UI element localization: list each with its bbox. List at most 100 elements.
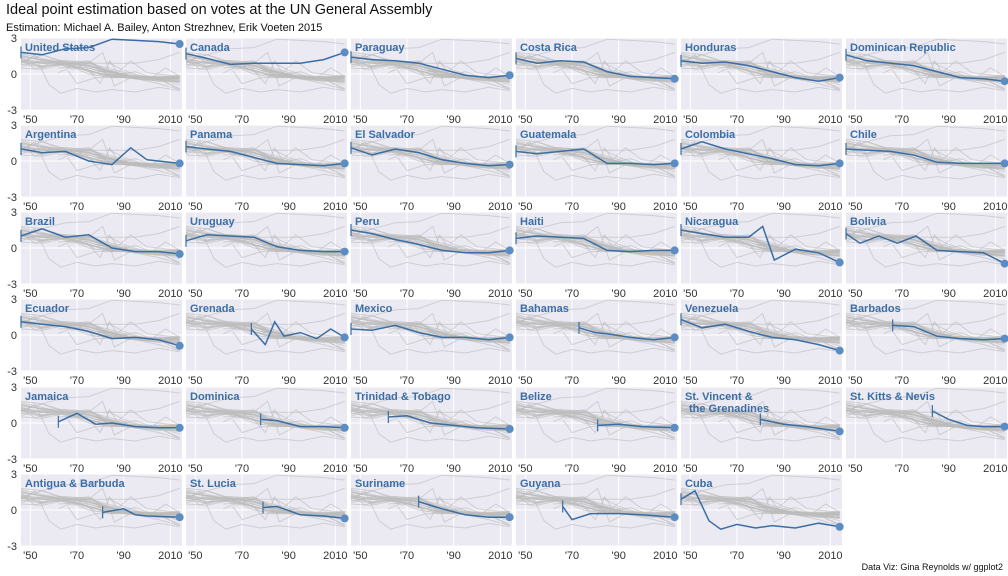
background-series-line bbox=[913, 65, 1005, 82]
x-tick-label: '50 bbox=[353, 463, 367, 475]
highlight-series-line bbox=[102, 508, 180, 518]
background-series-line bbox=[85, 408, 180, 434]
background-series-line bbox=[515, 38, 675, 56]
background-series-line bbox=[232, 419, 345, 434]
x-tick-label: '90 bbox=[446, 114, 460, 126]
background-series-line bbox=[415, 146, 510, 172]
facet-panel: Panama '50 '70 '90 2010 bbox=[185, 124, 349, 213]
facet-label: St. Vincent & the Grenadines bbox=[685, 391, 769, 415]
x-tick-label: '50 bbox=[848, 201, 862, 213]
background-series-line bbox=[185, 38, 345, 56]
x-tick-label: '50 bbox=[518, 201, 532, 213]
background-series-line bbox=[350, 490, 510, 530]
background-series-line bbox=[748, 501, 840, 518]
x-tick-label: 2010 bbox=[158, 201, 182, 213]
background-series-line bbox=[515, 299, 675, 317]
background-series-line bbox=[680, 387, 840, 405]
x-tick-label: '90 bbox=[611, 288, 625, 300]
background-series-line bbox=[20, 57, 180, 91]
background-series-line bbox=[745, 320, 840, 346]
background-series-line bbox=[680, 474, 840, 492]
facet-label: Barbados bbox=[850, 303, 901, 315]
x-tick-label: '90 bbox=[776, 201, 790, 213]
background-series-line bbox=[583, 152, 675, 169]
facet-panel: Mexico '50 '70 '90 2010 bbox=[350, 298, 514, 387]
background-series-line bbox=[350, 125, 510, 143]
background-series-line bbox=[397, 157, 510, 172]
x-tick-label: '70 bbox=[70, 463, 84, 475]
facet-panel: Uruguay '50 '70 '90 2010 bbox=[185, 211, 349, 300]
facet-label: Panama bbox=[190, 129, 233, 141]
background-series-line bbox=[515, 228, 675, 268]
series-end-point bbox=[1000, 259, 1008, 268]
highlight-series-line bbox=[350, 56, 510, 79]
background-series-line bbox=[67, 506, 180, 521]
series-end-point bbox=[835, 258, 844, 267]
x-tick-label: '90 bbox=[776, 114, 790, 126]
x-tick-label: '70 bbox=[235, 375, 249, 387]
x-tick-label: '50 bbox=[353, 201, 367, 213]
x-tick-label: 2010 bbox=[323, 463, 347, 475]
background-series-line bbox=[418, 326, 510, 343]
background-series-line bbox=[515, 474, 675, 492]
background-series-line bbox=[680, 231, 840, 265]
series-end-point bbox=[340, 48, 349, 57]
background-series-line bbox=[418, 414, 510, 431]
facet-label: Cuba bbox=[685, 478, 713, 490]
x-tick-label: '70 bbox=[565, 550, 579, 562]
highlight-series-line bbox=[250, 320, 346, 346]
background-series-line bbox=[515, 231, 675, 265]
x-tick-label: '50 bbox=[23, 375, 37, 387]
facet-panel: Belize '50 '70 '90 2010 bbox=[515, 386, 679, 475]
background-series-line bbox=[515, 403, 675, 443]
background-series-line bbox=[397, 331, 510, 346]
series-end-point bbox=[1000, 422, 1008, 431]
background-series-line bbox=[845, 387, 1005, 405]
background-series-line bbox=[845, 315, 1005, 355]
x-tick-label: '70 bbox=[730, 550, 744, 562]
x-tick-label: '90 bbox=[281, 375, 295, 387]
background-series-line bbox=[185, 228, 345, 268]
x-tick-label: 2010 bbox=[818, 550, 842, 562]
background-series-line bbox=[845, 318, 1005, 352]
x-tick-label: '70 bbox=[400, 288, 414, 300]
x-tick-label: '70 bbox=[565, 201, 579, 213]
x-tick-label: '50 bbox=[518, 463, 532, 475]
background-series-line bbox=[845, 38, 1005, 56]
background-series-line bbox=[910, 320, 1005, 346]
background-series-line bbox=[680, 212, 840, 230]
series-end-point bbox=[1000, 334, 1008, 343]
background-series-line bbox=[350, 493, 510, 527]
background-series-line bbox=[680, 141, 840, 181]
background-series-line bbox=[397, 506, 510, 521]
x-tick-label: 2010 bbox=[653, 375, 677, 387]
y-tick-label: 3 bbox=[11, 33, 17, 45]
background-series-line bbox=[253, 65, 345, 82]
x-tick-label: '70 bbox=[730, 375, 744, 387]
series-end-point bbox=[835, 427, 844, 436]
highlight-series-line bbox=[562, 505, 675, 521]
background-series-line bbox=[232, 70, 345, 85]
facet-panel: Jamaica '50 '70 '90 2010 -3 0 3 bbox=[7, 382, 184, 475]
facet-panel: Haiti '50 '70 '90 2010 bbox=[515, 211, 679, 300]
background-series-line bbox=[745, 408, 840, 434]
facet-label: Suriname bbox=[355, 478, 405, 490]
series-end-point bbox=[505, 425, 514, 433]
background-series-line bbox=[580, 146, 675, 172]
x-tick-label: '50 bbox=[683, 550, 697, 562]
x-tick-label: '70 bbox=[565, 375, 579, 387]
x-tick-label: '50 bbox=[23, 201, 37, 213]
x-tick-label: '90 bbox=[116, 201, 130, 213]
background-series-line bbox=[583, 65, 675, 82]
background-series-line bbox=[515, 318, 675, 352]
chart-subtitle: Estimation: Michael A. Bailey, Anton Str… bbox=[6, 22, 323, 34]
background-series-line bbox=[680, 315, 840, 355]
background-series-line bbox=[748, 414, 840, 431]
background-series-line bbox=[845, 141, 1005, 181]
y-tick-label: 0 bbox=[11, 330, 17, 342]
facet-label: Bolivia bbox=[850, 216, 887, 228]
background-series-line bbox=[562, 70, 675, 85]
background-series-line bbox=[845, 54, 1005, 94]
chart-caption: Data Viz: Gina Reynolds w/ ggplot2 bbox=[861, 562, 1003, 572]
background-series-line bbox=[767, 61, 840, 79]
